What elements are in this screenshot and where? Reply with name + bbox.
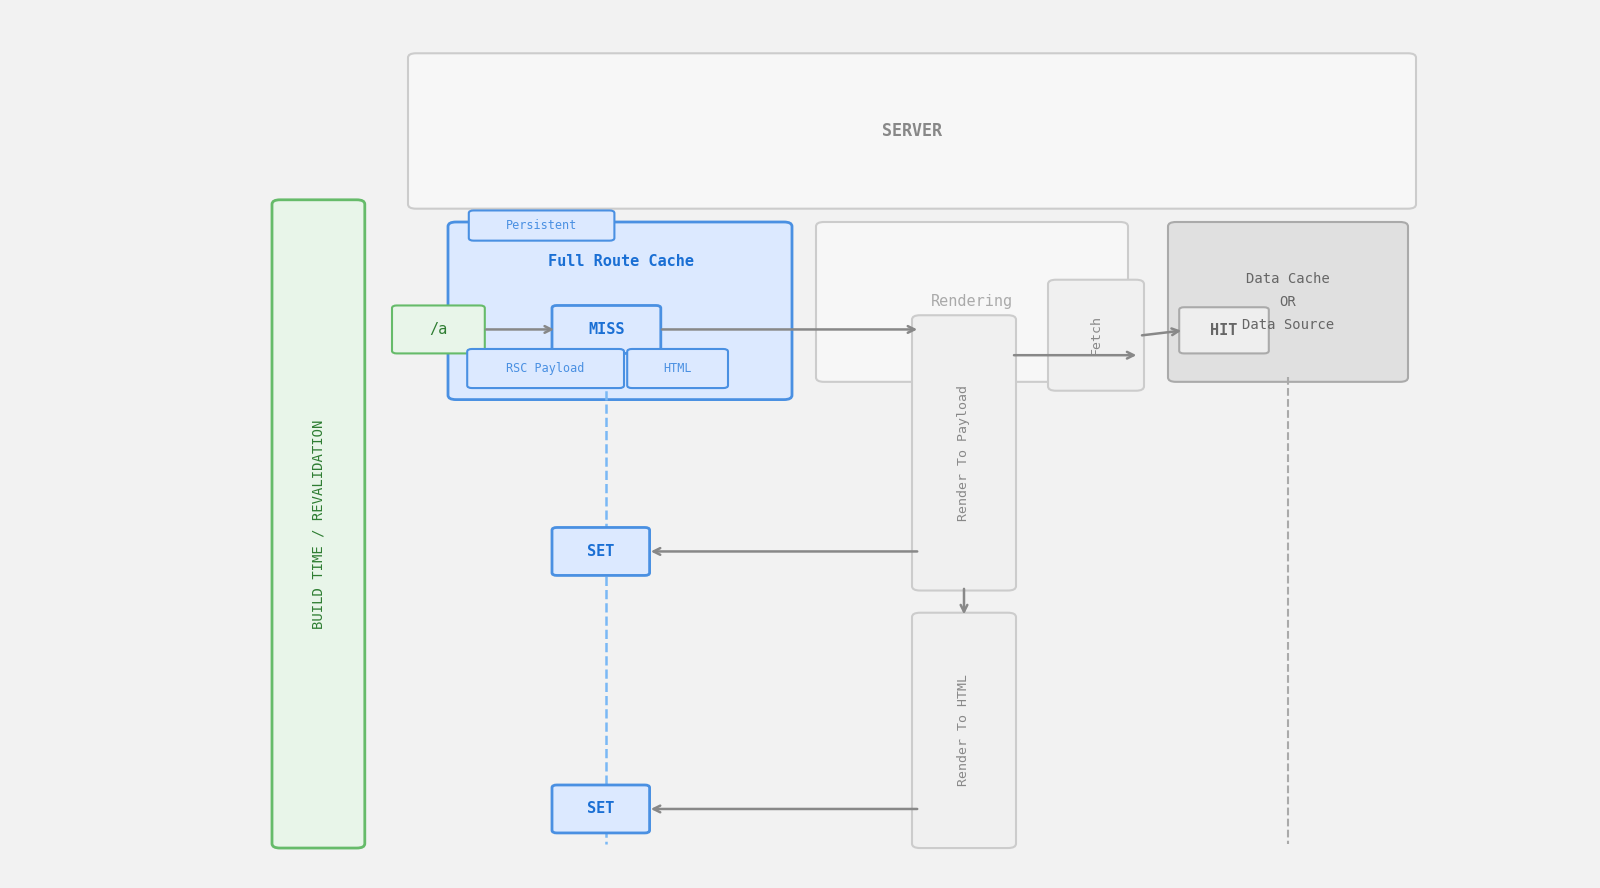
- Text: Persistent: Persistent: [506, 219, 578, 232]
- Text: HIT: HIT: [1210, 323, 1238, 337]
- Text: Rendering: Rendering: [931, 295, 1013, 309]
- FancyBboxPatch shape: [552, 305, 661, 353]
- FancyBboxPatch shape: [1048, 280, 1144, 391]
- Text: BUILD TIME / REVALIDATION: BUILD TIME / REVALIDATION: [312, 419, 325, 629]
- Text: RSC Payload: RSC Payload: [507, 362, 584, 375]
- Text: HTML: HTML: [664, 362, 691, 375]
- Text: /a: /a: [429, 322, 448, 337]
- Text: MISS: MISS: [589, 322, 624, 337]
- Text: SERVER: SERVER: [882, 122, 942, 140]
- Text: Fetch: Fetch: [1090, 315, 1102, 355]
- FancyBboxPatch shape: [627, 349, 728, 388]
- FancyBboxPatch shape: [469, 210, 614, 241]
- FancyBboxPatch shape: [392, 305, 485, 353]
- FancyBboxPatch shape: [1168, 222, 1408, 382]
- Text: SET: SET: [587, 802, 614, 816]
- FancyBboxPatch shape: [408, 53, 1416, 209]
- FancyBboxPatch shape: [467, 349, 624, 388]
- Text: SET: SET: [587, 544, 614, 559]
- FancyBboxPatch shape: [552, 785, 650, 833]
- Text: Render To HTML: Render To HTML: [957, 674, 971, 787]
- FancyBboxPatch shape: [448, 222, 792, 400]
- Text: Full Route Cache: Full Route Cache: [547, 255, 694, 269]
- Text: Render To Payload: Render To Payload: [957, 385, 971, 521]
- FancyBboxPatch shape: [272, 200, 365, 848]
- FancyBboxPatch shape: [912, 613, 1016, 848]
- FancyBboxPatch shape: [816, 222, 1128, 382]
- FancyBboxPatch shape: [912, 315, 1016, 591]
- FancyBboxPatch shape: [552, 527, 650, 575]
- Text: Data Cache
OR
Data Source: Data Cache OR Data Source: [1242, 272, 1334, 332]
- FancyBboxPatch shape: [1179, 307, 1269, 353]
